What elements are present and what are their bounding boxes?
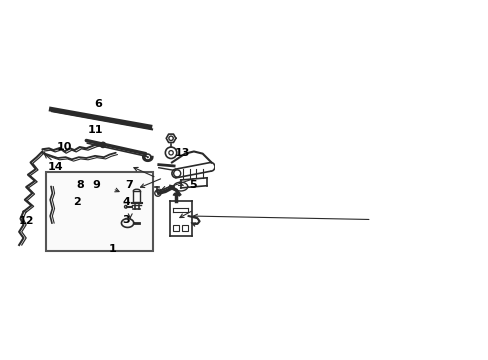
Text: 8: 8 bbox=[76, 180, 84, 190]
Bar bbox=[182, 225, 188, 231]
Text: 7: 7 bbox=[125, 180, 133, 190]
Text: 6: 6 bbox=[94, 99, 102, 109]
Bar bbox=[46, 172, 153, 251]
Text: 5: 5 bbox=[189, 180, 196, 190]
Text: 3: 3 bbox=[122, 215, 130, 225]
FancyArrowPatch shape bbox=[191, 223, 196, 226]
Text: 2: 2 bbox=[73, 197, 81, 207]
Text: 10: 10 bbox=[56, 142, 72, 152]
Text: 4: 4 bbox=[122, 197, 130, 207]
Text: 11: 11 bbox=[87, 125, 102, 135]
Text: 13: 13 bbox=[174, 148, 189, 158]
Text: 12: 12 bbox=[19, 216, 34, 226]
Circle shape bbox=[146, 156, 148, 158]
Text: 9: 9 bbox=[92, 180, 100, 190]
Text: 1: 1 bbox=[108, 244, 116, 254]
Text: 14: 14 bbox=[47, 162, 63, 172]
Bar bbox=[173, 225, 179, 231]
